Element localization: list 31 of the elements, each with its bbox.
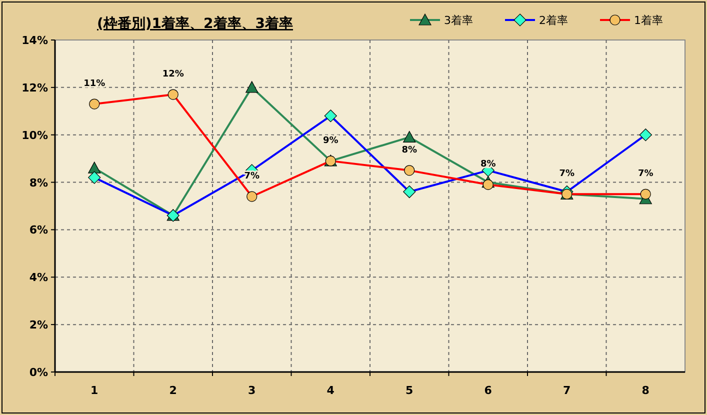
x-tick-label: 1 xyxy=(90,384,98,397)
data-label: 11% xyxy=(84,79,106,90)
y-tick-label: 4% xyxy=(29,271,48,284)
legend-label: 2着率 xyxy=(539,14,568,27)
y-tick-label: 8% xyxy=(29,176,48,190)
x-tick-label: 4 xyxy=(326,384,335,397)
legend-label: 1着率 xyxy=(634,14,663,27)
data-label: 8% xyxy=(480,160,496,170)
y-tick-label: 12% xyxy=(22,81,48,94)
x-tick-label: 3 xyxy=(248,384,256,397)
point xyxy=(246,81,258,93)
data-label: 8% xyxy=(402,145,418,156)
x-tick-label: 6 xyxy=(484,384,492,397)
y-tick-label: 10% xyxy=(22,128,48,142)
chart-title: (枠番別)1着率、2着率、3着率 xyxy=(96,15,294,32)
data-label: 7% xyxy=(638,169,654,180)
x-tick-label: 7 xyxy=(563,384,571,397)
x-tick-label: 8 xyxy=(642,384,650,397)
point xyxy=(88,162,101,174)
x-tick-label: 5 xyxy=(406,384,414,397)
data-label: 9% xyxy=(322,136,338,146)
data-label: 12% xyxy=(162,70,184,80)
y-tick-label: 2% xyxy=(29,318,48,332)
point xyxy=(403,130,416,143)
data-label: 7% xyxy=(244,172,260,182)
legend-label: 3着率 xyxy=(444,14,473,27)
y-tick-label: 6% xyxy=(29,224,48,237)
y-tick-label: 14% xyxy=(22,34,48,47)
data-label: 7% xyxy=(559,169,575,180)
y-tick-label: 0% xyxy=(29,366,48,379)
x-tick-label: 2 xyxy=(169,384,177,397)
